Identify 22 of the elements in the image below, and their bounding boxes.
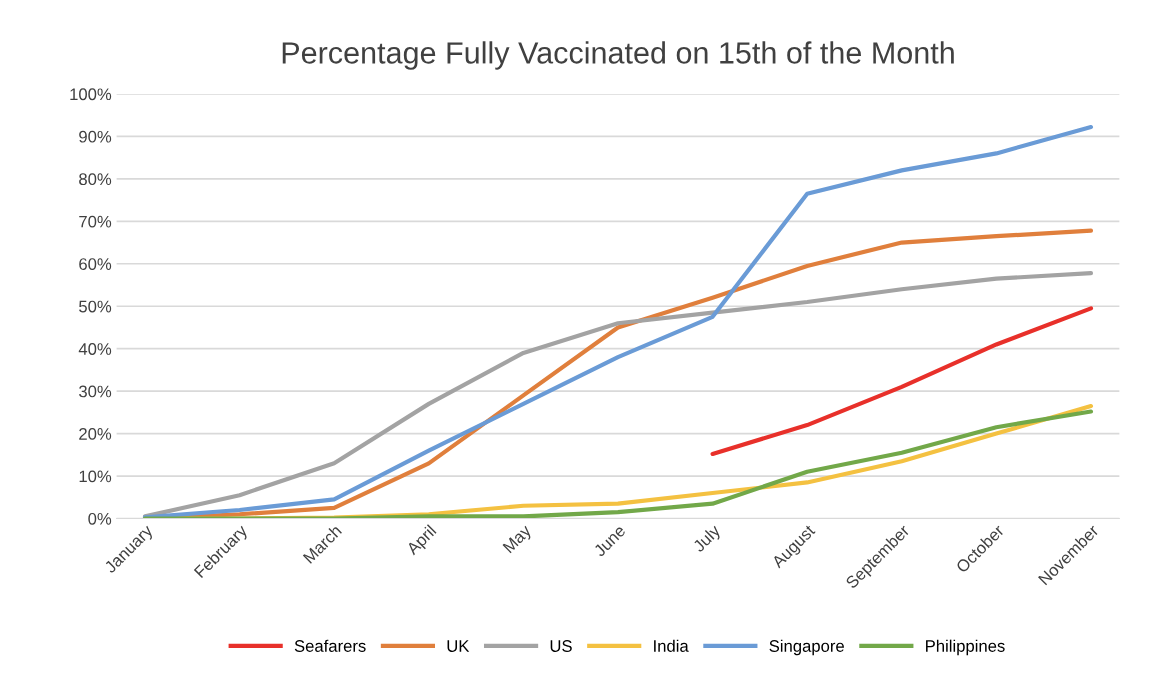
y-tick-label: 0%	[88, 512, 112, 525]
chart-title: Percentage Fully Vaccinated on 15th of the Month	[282, 41, 954, 70]
legend-label: India	[654, 639, 689, 652]
y-tick-label: 30%	[79, 385, 112, 398]
y-tick-label: 80%	[79, 173, 112, 186]
y-tick-label: 70%	[79, 215, 112, 228]
y-tick-label: 10%	[79, 470, 112, 483]
line-series	[710, 306, 1094, 457]
x-tick-label: July	[691, 523, 724, 556]
x-tick-label: May	[502, 523, 535, 556]
y-tick-label: 60%	[79, 258, 112, 270]
y-tick-label: 40%	[78, 343, 112, 355]
legend-label: UK	[447, 640, 470, 652]
legend-label: Philippines	[926, 639, 1005, 656]
y-tick-label: 90%	[79, 130, 112, 143]
legend-label: Seafarers	[294, 639, 366, 652]
y-tick-label: 100%	[70, 88, 112, 101]
legend-label: Singapore	[769, 639, 844, 656]
line-series	[142, 124, 1094, 519]
y-tick-label: 20%	[79, 428, 112, 440]
legend-label: US	[550, 640, 572, 652]
y-tick-label: 50%	[79, 300, 112, 313]
